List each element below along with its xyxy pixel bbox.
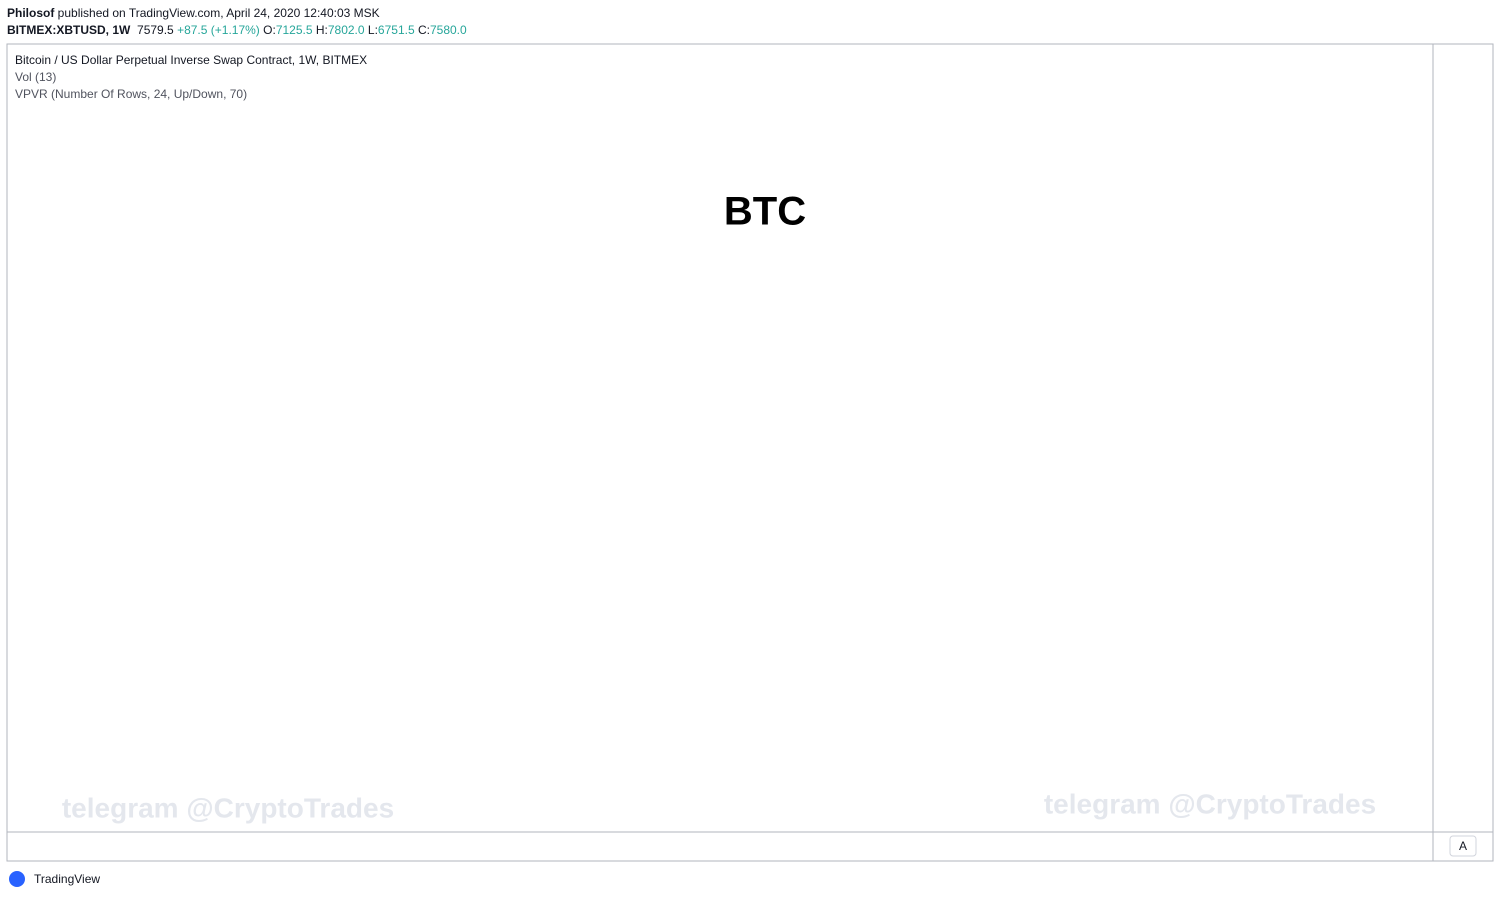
last: 7579.5 — [137, 23, 174, 37]
header: Philosof published on TradingView.com, A… — [7, 5, 467, 39]
author: Philosof — [7, 6, 55, 20]
o-label: O: — [263, 23, 276, 37]
legend-vpvr: VPVR (Number Of Rows, 24, Up/Down, 70) — [15, 87, 247, 101]
c-label: C: — [417, 23, 430, 37]
legend-title: Bitcoin / US Dollar Perpetual Inverse Sw… — [15, 53, 367, 67]
h-value: 7802.0 — [327, 23, 365, 37]
l-value: 6751.5 — [377, 23, 415, 37]
annotation: BTC — [724, 190, 806, 234]
auto-scale-button[interactable] — [1449, 835, 1477, 857]
l-label: L: — [367, 23, 378, 37]
auto-scale-label[interactable]: A — [1459, 839, 1467, 853]
chart-frame — [6, 43, 1494, 862]
symbol: BITMEX:XBTUSD, 1W — [7, 23, 131, 37]
o-value: 7125.5 — [275, 23, 313, 37]
h-label: H: — [315, 23, 328, 37]
quote-line: BITMEX:XBTUSD, 1W 7579.5 +87.5 (+1.17%) … — [7, 22, 467, 39]
legend-volume: Vol (13) — [15, 70, 56, 84]
watermark: telegram @CryptoTrades — [1044, 788, 1376, 819]
watermark: telegram @CryptoTrades — [62, 792, 394, 823]
brand: TradingView — [34, 872, 100, 886]
brand-logo — [9, 871, 25, 887]
published: published on TradingView.com, April 24, … — [54, 6, 380, 20]
change: +87.5 (+1.17%) — [177, 23, 260, 37]
publish-line: Philosof published on TradingView.com, A… — [7, 5, 467, 22]
c-value: 7580.0 — [429, 23, 467, 37]
